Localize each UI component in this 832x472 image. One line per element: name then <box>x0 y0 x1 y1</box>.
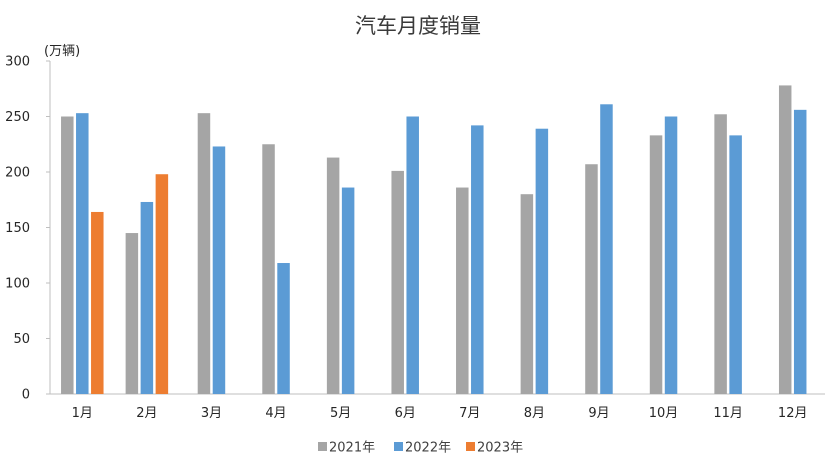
bar <box>664 116 678 394</box>
bar <box>391 170 404 394</box>
y-tick-label: 50 <box>13 332 30 347</box>
bar <box>729 135 742 394</box>
bar <box>793 109 807 394</box>
legend-label: 2022年 <box>405 441 451 456</box>
y-tick-label: 0 <box>22 388 30 403</box>
bar <box>341 187 355 394</box>
bar <box>456 187 469 394</box>
bar <box>600 104 613 394</box>
y-tick-label: 100 <box>5 277 30 292</box>
bars <box>61 85 807 395</box>
bar <box>61 116 74 394</box>
y-tick-label: 200 <box>5 166 30 181</box>
x-tick-label: 9月 <box>588 406 609 421</box>
x-tick-label: 4月 <box>265 406 286 421</box>
x-tick-label: 1月 <box>72 406 93 421</box>
x-tick-label: 8月 <box>524 406 545 421</box>
y-axis-unit-label: (万辆) <box>44 44 80 59</box>
bar <box>140 201 154 394</box>
bar <box>585 164 598 394</box>
bar <box>91 211 104 394</box>
legend: 2021年 2022年 2023年 <box>318 441 523 456</box>
y-tick-label: 300 <box>5 55 30 70</box>
x-tick-label: 10月 <box>649 406 679 421</box>
legend-label: 2023年 <box>477 441 523 456</box>
x-tick-label: 2月 <box>136 406 157 421</box>
x-tick-label: 7月 <box>459 406 480 421</box>
bar <box>714 114 727 394</box>
bar <box>520 194 534 394</box>
x-tick-label: 5月 <box>330 406 351 421</box>
bar <box>262 144 275 394</box>
chart-title: 汽车月度销量 <box>355 14 481 38</box>
y-tick-label: 250 <box>5 110 30 125</box>
bar <box>406 116 419 394</box>
bar <box>649 135 663 394</box>
bar <box>326 157 340 394</box>
x-tick-label: 3月 <box>201 406 222 421</box>
bar <box>197 113 211 395</box>
legend-swatch <box>318 442 327 451</box>
x-tick-label: 6月 <box>395 406 416 421</box>
y-axis: 0 50 100 150 200 250 300 <box>5 55 51 403</box>
bar <box>471 125 484 394</box>
bar <box>125 233 139 394</box>
bar <box>535 128 549 394</box>
bar <box>277 263 290 394</box>
x-tick-label: 12月 <box>778 406 808 421</box>
legend-swatch <box>394 442 403 451</box>
bar <box>155 174 169 394</box>
bar <box>76 113 89 395</box>
x-axis: 1月 2月 3月 4月 5月 6月 7月 8月 9月 10月 11月 12月 <box>50 393 825 421</box>
legend-label: 2021年 <box>329 441 375 456</box>
bar <box>212 146 226 394</box>
bar <box>778 85 792 395</box>
legend-swatch <box>466 442 475 451</box>
y-tick-label: 150 <box>5 221 30 236</box>
x-tick-label: 11月 <box>713 406 743 421</box>
